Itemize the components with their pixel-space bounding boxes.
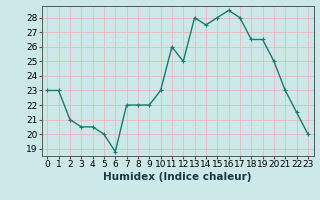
X-axis label: Humidex (Indice chaleur): Humidex (Indice chaleur) <box>103 172 252 182</box>
